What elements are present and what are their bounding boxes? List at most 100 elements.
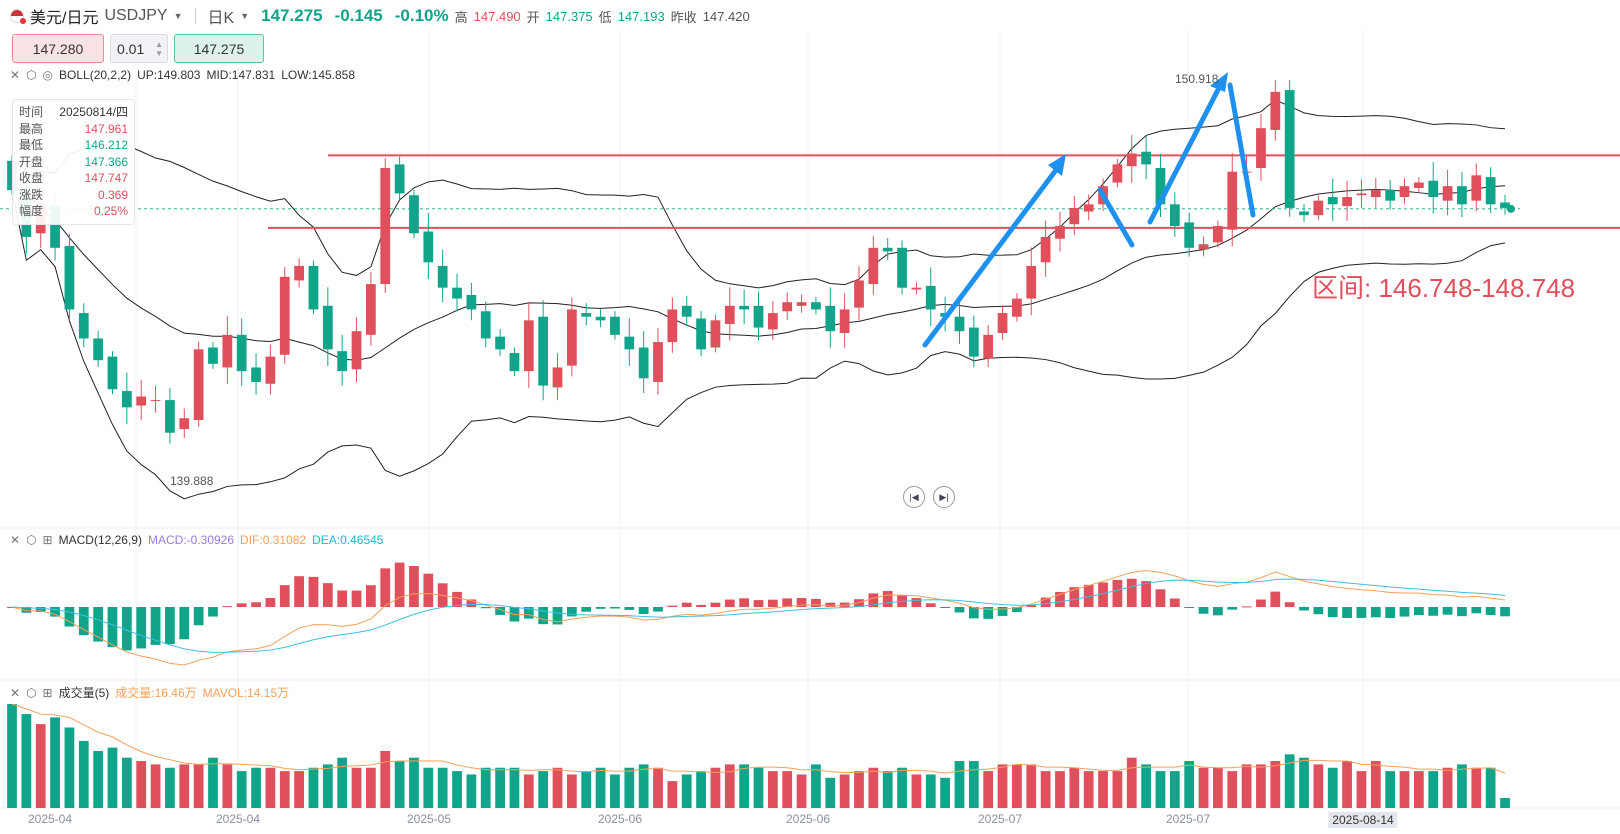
macd-bar [1327, 607, 1338, 618]
chevron-down-icon[interactable]: ▼ [173, 11, 183, 21]
volume-bar [739, 764, 750, 808]
volume-bar [767, 771, 778, 808]
x-tick: 2025-06 [785, 812, 831, 826]
visibility-icon[interactable]: ◎ [42, 68, 54, 82]
macd-bar [638, 607, 649, 614]
range-annotation: 区间: 146.748-148.748 [1312, 273, 1576, 303]
macd-bar [322, 583, 333, 607]
expand-icon[interactable]: ⊞ [42, 533, 53, 547]
macd-bar [968, 607, 979, 619]
price-change-pct: -0.10% [394, 6, 449, 25]
volume-bar [1442, 767, 1453, 808]
period-select[interactable]: 日K [207, 10, 235, 27]
volume-bar [93, 750, 104, 808]
macd-bar [1485, 607, 1496, 615]
candle-body [236, 334, 247, 372]
sell-button[interactable]: 147.280 [12, 34, 104, 63]
candle-body [710, 320, 721, 348]
low-annotation: 139.888 [170, 474, 214, 488]
candle-body [107, 356, 118, 390]
scroll-to-start-button[interactable]: |◀ [903, 486, 925, 508]
volume-bar [208, 757, 218, 808]
volume-bar [753, 767, 764, 808]
candle-body [1299, 211, 1309, 216]
macd-bar [93, 607, 104, 642]
volume-bar [394, 761, 405, 808]
volume-bar [480, 767, 491, 808]
macd-bar [1012, 607, 1022, 612]
candle-body [653, 342, 663, 382]
macd-bar [1069, 587, 1080, 607]
quantity-value[interactable]: 0.01 [117, 40, 145, 57]
candle-body [322, 305, 333, 350]
macd-bar [1428, 607, 1439, 616]
macd-bar [179, 607, 190, 640]
candle-body [337, 351, 348, 372]
stepper-arrows-icon[interactable]: ▲ ▼ [155, 39, 163, 58]
us-flag-icon [10, 9, 26, 24]
macd-bar [1270, 591, 1281, 607]
volume-bar [925, 774, 936, 808]
volume-bar [150, 764, 161, 808]
low-label: 低 [598, 9, 612, 25]
volume-bar [1213, 767, 1223, 808]
tooltip-key: 开盘 [19, 154, 44, 169]
macd-bar [1399, 607, 1410, 617]
volume-bar [983, 771, 994, 808]
candle-body [1356, 193, 1367, 196]
macd-bar [1442, 607, 1453, 615]
volume-bar [940, 777, 951, 808]
high-annotation: 150.918 [1175, 72, 1219, 86]
settings-icon[interactable]: ⬡ [26, 533, 37, 547]
candle-body [1141, 151, 1151, 165]
volume-bar [1184, 761, 1195, 808]
candle-body [997, 313, 1008, 334]
volume-bar [1327, 767, 1338, 808]
settings-icon[interactable]: ⬡ [26, 68, 37, 82]
chevron-down-icon[interactable]: ▼ [240, 11, 250, 21]
buy-button[interactable]: 147.275 [174, 34, 264, 63]
macd-bar [208, 607, 218, 617]
macd-bar [739, 598, 750, 607]
macd-value: MACD:-0.30926 [147, 533, 235, 547]
macd-bar [1313, 607, 1324, 615]
close-icon[interactable]: ✕ [10, 685, 21, 700]
candle-body [897, 247, 907, 288]
macd-bar [811, 599, 821, 607]
volume-bar [653, 767, 663, 808]
macd-bar [121, 607, 132, 651]
candle-body [767, 313, 778, 330]
candle-body [1040, 236, 1051, 263]
close-icon[interactable]: ✕ [10, 533, 21, 547]
candle-body [1342, 197, 1352, 207]
settings-icon[interactable]: ⬡ [26, 685, 37, 700]
macd-bar [150, 607, 161, 645]
volume-bar [610, 774, 620, 808]
open-value: 147.375 [545, 8, 593, 24]
volume-bar [466, 774, 477, 808]
volume-bar [1457, 764, 1467, 808]
volume-bar [811, 764, 821, 808]
candle-body [796, 302, 807, 306]
scroll-to-end-button[interactable]: ▶| [933, 486, 955, 508]
symbol-name[interactable]: 美元/日元 [30, 10, 99, 27]
macd-bar [1098, 582, 1108, 607]
close-icon[interactable]: ✕ [10, 68, 21, 82]
candle-body [1184, 222, 1195, 248]
expand-icon[interactable]: ⊞ [42, 685, 53, 700]
chart-navigation: |◀ ▶| [903, 486, 955, 508]
candle-body [409, 195, 419, 234]
volume-bar [552, 767, 563, 808]
quantity-stepper[interactable]: 0.01 ▲ ▼ [110, 34, 168, 63]
volume-legend: ✕ ⬡ ⊞ 成交量(5) 成交量:16.46万 MAVOL:14.15万 [10, 684, 289, 701]
volume-bar [236, 771, 247, 808]
symbol-code[interactable]: USDJPY [104, 7, 168, 24]
macd-bar [1299, 607, 1309, 611]
divider [194, 8, 196, 24]
volume-bar [136, 761, 147, 808]
macd-bar [50, 607, 60, 617]
candle-body [523, 320, 534, 372]
candle-body [968, 327, 979, 357]
macd-bar [452, 591, 462, 607]
